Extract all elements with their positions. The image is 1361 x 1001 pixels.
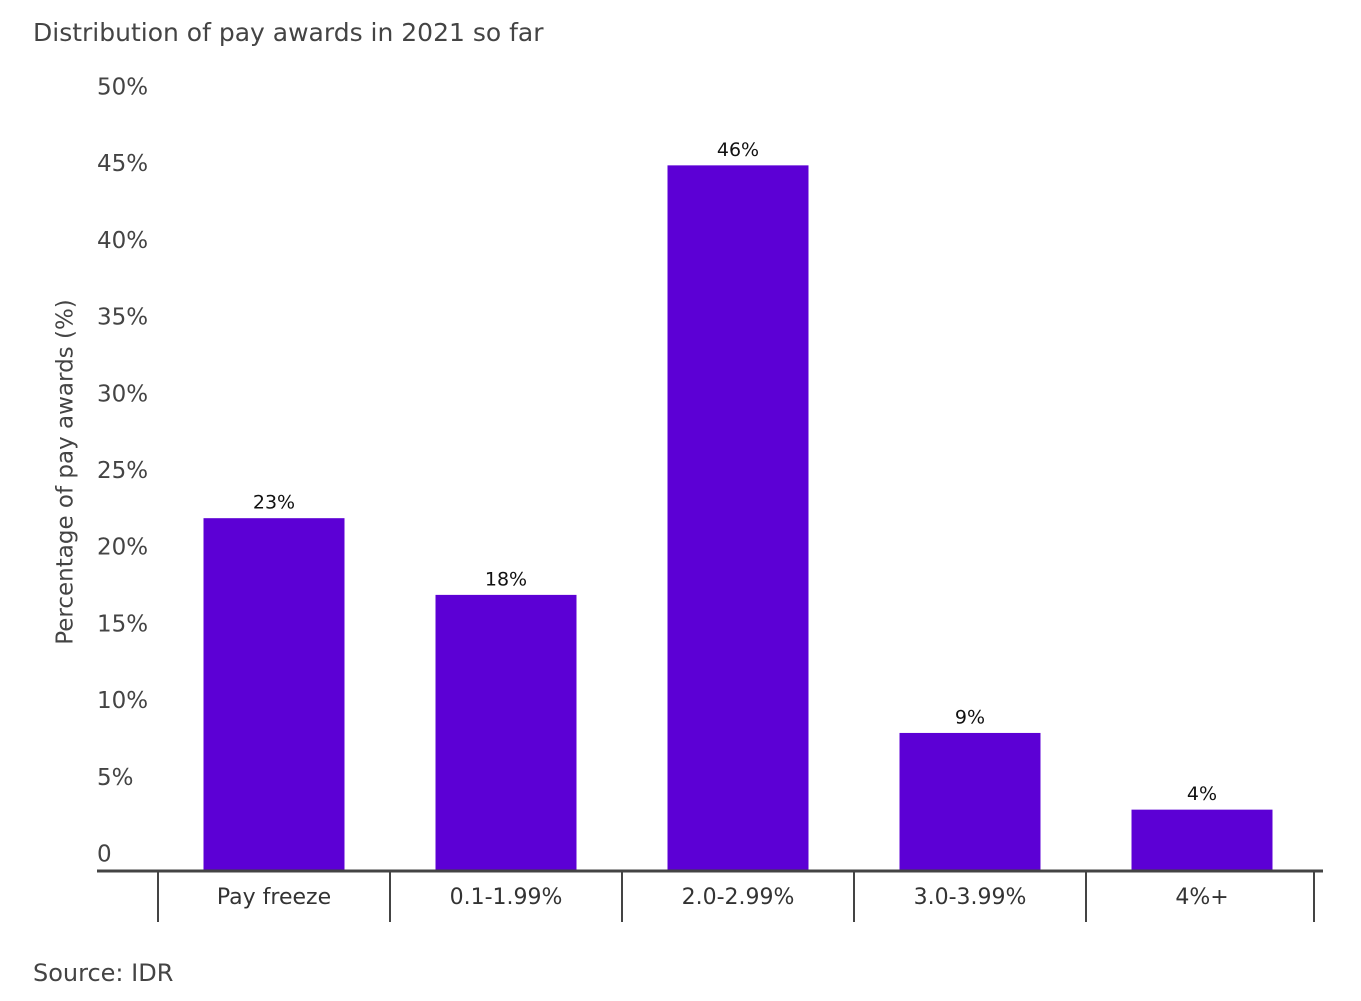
bar xyxy=(899,732,1041,871)
y-tick-label: 25% xyxy=(97,458,148,484)
x-tick-label: 4%+ xyxy=(1175,885,1228,910)
y-tick-label: 50% xyxy=(97,75,148,101)
bar xyxy=(667,165,809,872)
y-axis-label: Percentage of pay awards (%) xyxy=(53,299,79,645)
y-tick-label: 35% xyxy=(97,305,148,331)
x-tick-label: 3.0-3.99% xyxy=(914,885,1027,910)
y-tick-label: 10% xyxy=(97,688,148,714)
x-tick-label: Pay freeze xyxy=(217,885,331,910)
x-tick-label: 2.0-2.99% xyxy=(682,885,795,910)
y-tick-label: 30% xyxy=(97,381,148,407)
y-tick-label: 15% xyxy=(97,611,148,637)
y-tick-label: 40% xyxy=(97,228,148,254)
y-tick-label: 5% xyxy=(97,765,134,791)
y-tick-label: 0 xyxy=(97,842,112,868)
bar xyxy=(203,518,345,871)
value-label: 23% xyxy=(253,492,295,514)
value-label: 46% xyxy=(717,139,759,161)
bar xyxy=(1131,809,1273,871)
bar xyxy=(435,594,577,871)
chart-title: Distribution of pay awards in 2021 so fa… xyxy=(33,18,544,47)
source: Source: IDR xyxy=(33,959,173,987)
value-label: 18% xyxy=(485,568,527,590)
value-label: 9% xyxy=(955,706,985,728)
x-tick-label: 0.1-1.99% xyxy=(450,885,563,910)
y-tick-label: 20% xyxy=(97,535,148,561)
y-tick-label: 45% xyxy=(97,151,148,177)
value-label: 4% xyxy=(1187,783,1217,805)
